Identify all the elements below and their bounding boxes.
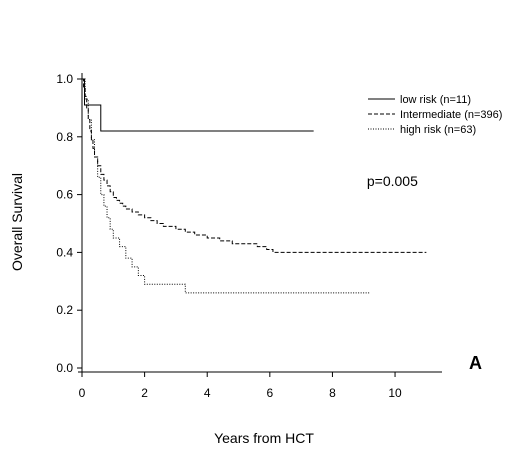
series-line-1 bbox=[82, 78, 314, 132]
y-tick-label: 0.8 bbox=[56, 130, 73, 144]
axes bbox=[78, 73, 442, 373]
ticks: 0.0 0.2 0.4 0.6 0.8 1.0 0 2 4 6 8 10 bbox=[56, 72, 402, 400]
series-line-2 bbox=[82, 78, 427, 253]
p-value-annotation: p=0.005 bbox=[367, 173, 418, 189]
y-tick-label: 0.6 bbox=[56, 188, 73, 202]
series-lines bbox=[82, 78, 427, 294]
y-tick-label: 0.2 bbox=[56, 303, 73, 317]
x-tick-label: 10 bbox=[388, 386, 402, 400]
x-tick-label: 8 bbox=[329, 386, 336, 400]
x-axis-title: Years from HCT bbox=[214, 430, 314, 446]
y-tick-label: 1.0 bbox=[56, 72, 73, 86]
x-tick-label: 2 bbox=[141, 386, 148, 400]
y-tick-label: 0.4 bbox=[56, 245, 73, 259]
y-axis-title: Overall Survival bbox=[9, 173, 25, 271]
series-line-3 bbox=[82, 78, 370, 294]
x-tick-label: 0 bbox=[79, 386, 86, 400]
y-tick-label: 0.0 bbox=[56, 361, 73, 375]
legend-label: Intermediate (n=396) bbox=[400, 109, 502, 121]
panel-label: A bbox=[469, 353, 482, 373]
legend-label: high risk (n=63) bbox=[400, 124, 476, 136]
legend: low risk (n=11) Intermediate (n=396) high … bbox=[368, 94, 502, 136]
legend-label: low risk (n=11) bbox=[400, 94, 471, 106]
x-tick-label: 4 bbox=[204, 386, 211, 400]
x-tick-label: 6 bbox=[266, 386, 273, 400]
